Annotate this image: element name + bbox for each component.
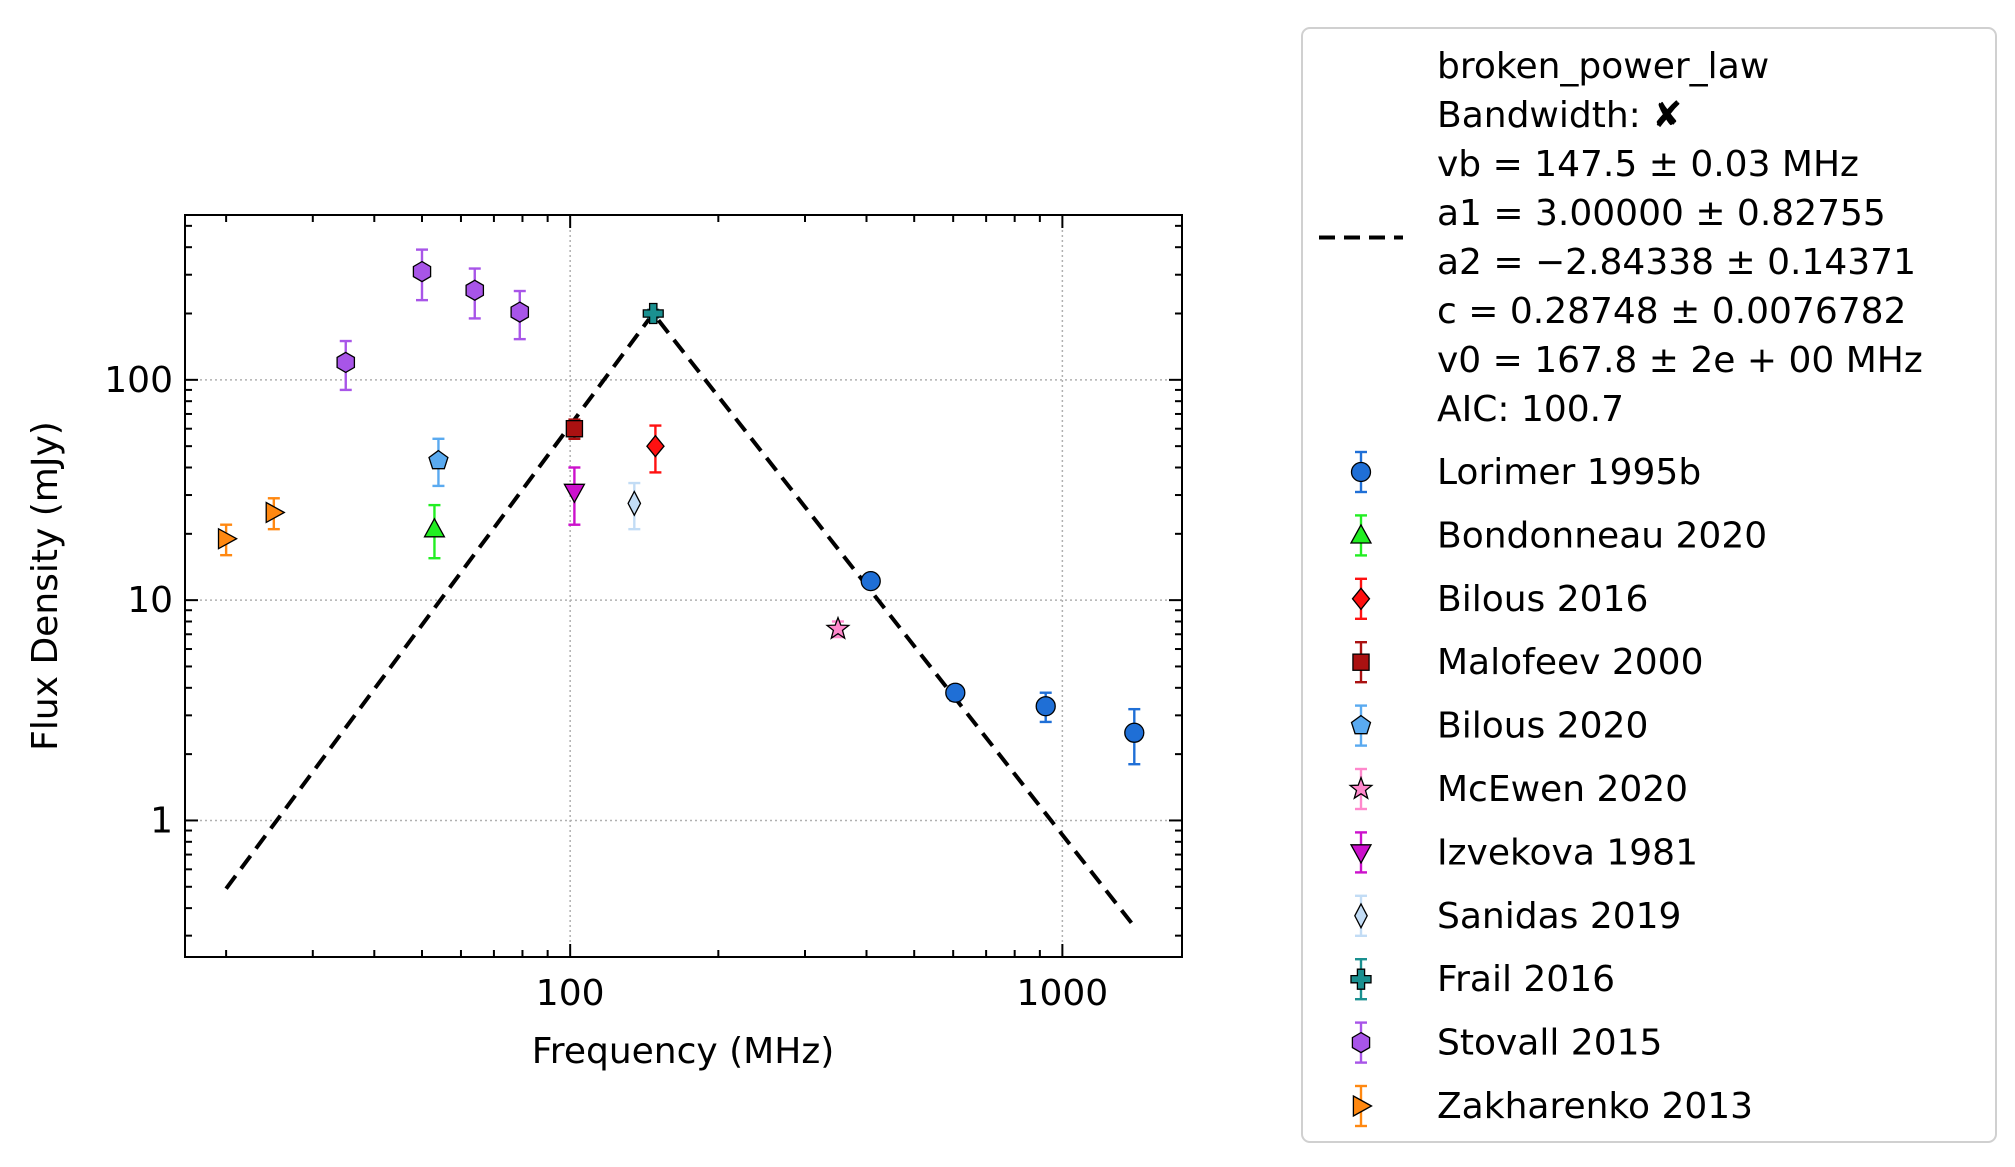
- legend-label: Bondonneau 2020: [1437, 515, 1767, 556]
- legend-items: broken_power_law Bandwidth: ✘ vb = 147.5 ±…: [1319, 46, 1923, 1128]
- y-tick-label: 100: [104, 360, 173, 401]
- series-8: [642, 302, 664, 325]
- grid-lines: [185, 215, 1182, 957]
- data-point: [565, 419, 584, 438]
- data-point: [627, 490, 642, 517]
- legend-label: Bilous 2020: [1437, 706, 1648, 747]
- x-tick-label: 1000: [1017, 973, 1109, 1014]
- y-axis-label: Flux Density (mJy): [25, 421, 66, 751]
- legend-marker: [1351, 587, 1371, 611]
- series-4: [428, 437, 449, 488]
- series-5: [825, 615, 851, 640]
- series-1: [423, 503, 446, 560]
- fit-label-line: vb = 147.5 ± 0.03 MHz: [1437, 144, 1859, 185]
- fit-label-line: a1 = 3.00000 ± 0.82755: [1437, 193, 1886, 234]
- data-point: [336, 351, 356, 374]
- series-6: [563, 466, 586, 526]
- x-tick-label: 100: [536, 973, 605, 1014]
- series-10: [217, 497, 286, 557]
- axis-ticks: 100 1000 1 10 100: [104, 215, 1182, 1014]
- legend-marker: [1348, 775, 1374, 800]
- legend-marker: [1350, 714, 1372, 735]
- legend-label: McEwen 2020: [1437, 769, 1688, 810]
- data-point: [465, 279, 485, 301]
- legend-label: Stovall 2015: [1437, 1023, 1662, 1064]
- legend-box: [1301, 27, 1997, 1143]
- legend-label: Bilous 2016: [1437, 579, 1648, 620]
- legend-label: Sanidas 2019: [1437, 896, 1681, 937]
- data-point: [860, 570, 881, 592]
- data-point: [642, 302, 664, 325]
- legend-marker: [1349, 523, 1373, 544]
- data-point: [563, 483, 586, 504]
- data-point: [1035, 696, 1056, 717]
- fit-label-line: Bandwidth: ✘: [1437, 95, 1682, 136]
- legend-marker: [1352, 653, 1370, 671]
- data-point: [1124, 722, 1145, 743]
- data-point: [428, 449, 449, 470]
- legend-label: Zakharenko 2013: [1437, 1086, 1753, 1127]
- x-axis-label: Frequency (MHz): [532, 1031, 835, 1072]
- fit-label-line: AIC: 100.7: [1437, 389, 1624, 430]
- data-point: [217, 527, 238, 550]
- y-tick-label: 1: [150, 800, 173, 841]
- plot-frame: [184, 214, 1183, 958]
- series-3: [565, 418, 584, 440]
- legend-label: Lorimer 1995b: [1437, 452, 1701, 493]
- data-point: [646, 434, 665, 458]
- data-point: [945, 682, 966, 703]
- plot-area: 100 1000 1 10 100: [104, 214, 1183, 1014]
- series-7: [627, 481, 642, 531]
- legend-marker: [1354, 902, 1368, 930]
- legend-marker: [1349, 844, 1373, 865]
- legend-marker: [1350, 461, 1372, 483]
- fit-curve-layer: [224, 310, 1136, 928]
- series-0: [860, 570, 1145, 766]
- data-point: [423, 517, 446, 538]
- fit-label-line: v0 = 167.8 ± 2e + 00 MHz: [1437, 340, 1923, 381]
- data-points-layer: [217, 248, 1145, 766]
- series-9: [336, 248, 530, 392]
- fit-label-line: broken_power_law: [1437, 46, 1769, 87]
- data-point: [510, 301, 530, 323]
- data-point: [412, 260, 432, 283]
- fit-label-line: a2 = −2.84338 ± 0.14371: [1437, 242, 1916, 283]
- data-point: [825, 615, 851, 640]
- legend-marker: [1350, 968, 1372, 990]
- legend-marker: [1352, 1094, 1373, 1118]
- fit-curve: [224, 310, 1136, 928]
- legend-marker: [1351, 1031, 1371, 1054]
- series-2: [646, 424, 665, 474]
- legend-label: Malofeev 2000: [1437, 642, 1703, 683]
- legend-label: Frail 2016: [1437, 959, 1615, 1000]
- y-tick-label: 10: [127, 580, 173, 621]
- fit-label-line: c = 0.28748 ± 0.0076782: [1437, 291, 1906, 332]
- legend-label: Izvekova 1981: [1437, 832, 1698, 873]
- data-point: [265, 501, 286, 524]
- legend: broken_power_law Bandwidth: ✘ vb = 147.5 ±…: [1301, 27, 1997, 1143]
